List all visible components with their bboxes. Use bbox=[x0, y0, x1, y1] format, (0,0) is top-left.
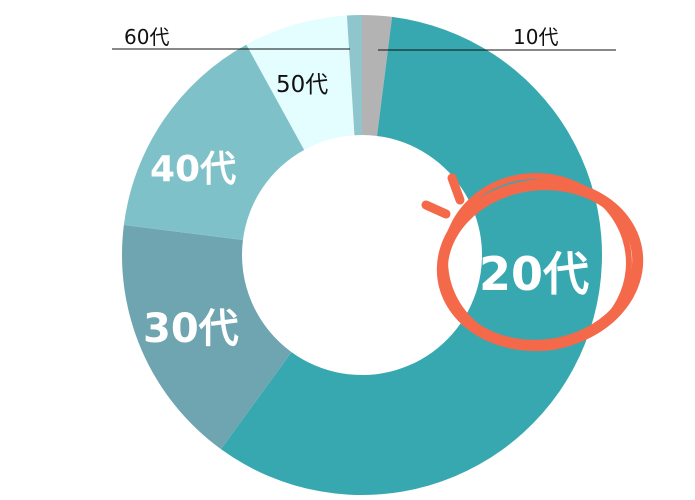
slice-30 bbox=[121, 224, 292, 450]
slice-10 bbox=[362, 15, 393, 136]
highlight-stroke bbox=[442, 172, 632, 352]
emphasis-mark bbox=[447, 173, 465, 205]
label-50: 50代 bbox=[276, 72, 328, 98]
label-10: 10代 bbox=[513, 25, 558, 49]
slice-20 bbox=[220, 16, 603, 496]
slice-40 bbox=[123, 44, 305, 240]
label-30: 30代 bbox=[143, 306, 239, 352]
emphasis-mark bbox=[421, 200, 451, 219]
label-40: 40代 bbox=[150, 149, 236, 190]
highlight-circle bbox=[421, 172, 644, 352]
label-20: 20代 bbox=[479, 247, 589, 301]
label-60: 60代 bbox=[124, 25, 169, 49]
slice-60 bbox=[346, 15, 362, 136]
